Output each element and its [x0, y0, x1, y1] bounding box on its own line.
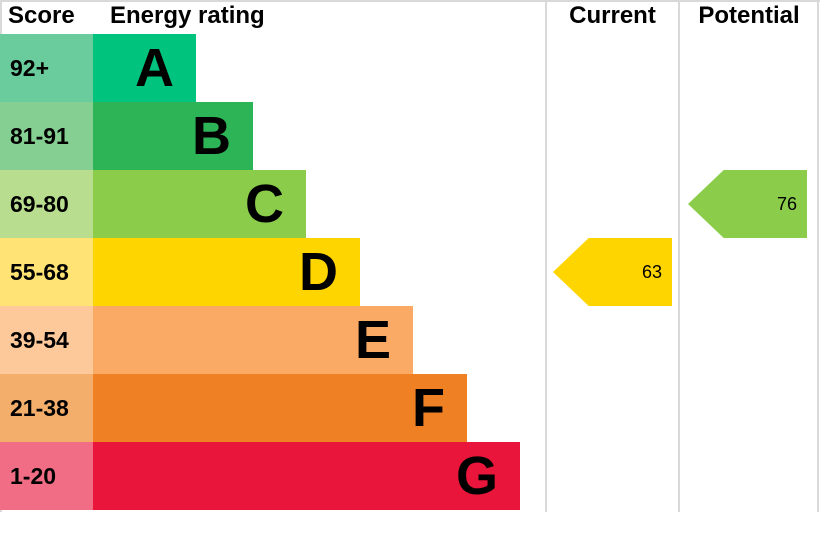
score-range-b: 81-91: [0, 102, 93, 170]
current-column-divider: [545, 0, 547, 512]
border-right-line: [817, 0, 819, 512]
border-bottom-line: [0, 0, 820, 2]
band-bar-c: C: [93, 170, 306, 238]
score-column-divider: [0, 0, 2, 34]
band-bar-e: E: [93, 306, 413, 374]
score-range-e: 39-54: [0, 306, 93, 374]
score-column-header: Score: [8, 2, 75, 29]
potential-rating-arrow: 76: [688, 170, 807, 238]
score-range-a: 92+: [0, 34, 93, 102]
band-bar-f: F: [93, 374, 467, 442]
potential-column-header: Potential: [698, 2, 800, 29]
score-range-f: 21-38: [0, 374, 93, 442]
score-range-c: 69-80: [0, 170, 93, 238]
potential-rating-value: 76: [776, 193, 797, 214]
band-bar-b: B: [93, 102, 253, 170]
current-column-header: Current: [569, 2, 656, 29]
band-bar-d: D: [93, 238, 360, 306]
band-bar-g: G: [93, 442, 520, 510]
score-range-d: 55-68: [0, 238, 93, 306]
current-rating-arrow: 63: [553, 238, 672, 306]
potential-column-divider: [678, 0, 680, 512]
band-bar-a: A: [93, 34, 196, 102]
energy-rating-column-header: Energy rating: [110, 2, 265, 29]
score-range-g: 1-20: [0, 442, 93, 510]
current-rating-value: 63: [641, 261, 662, 282]
